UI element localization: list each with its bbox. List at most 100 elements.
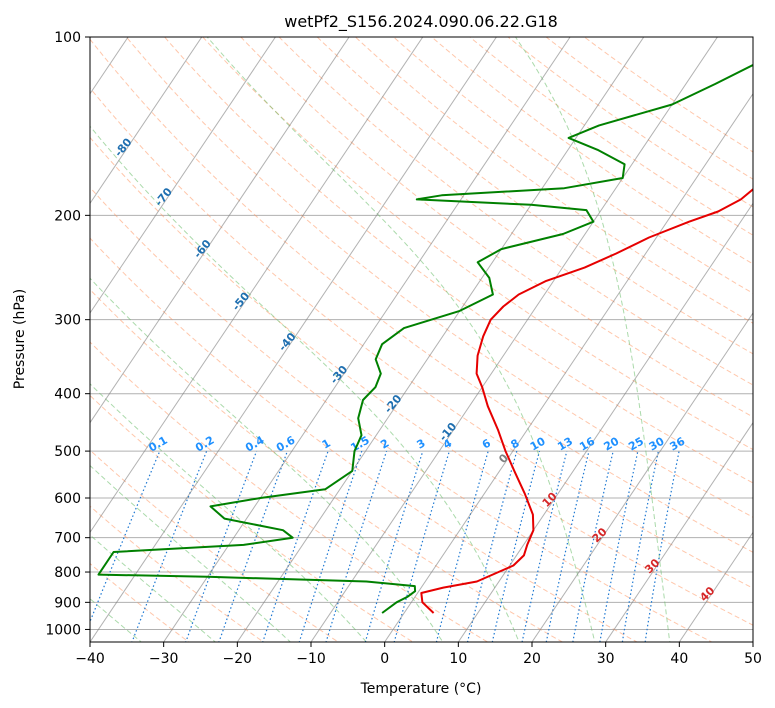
moist-adiabat [206, 37, 596, 642]
dry-adiabat-label: -100 [21, 44, 49, 74]
x-tick-label: −10 [296, 651, 326, 667]
isotherm [90, 37, 424, 534]
dry-adiabat-label: -60 [191, 237, 214, 261]
dry-adiabat [90, 87, 753, 589]
isotherm [678, 531, 753, 642]
dry-adiabat [163, 37, 753, 484]
isotherm [163, 37, 571, 642]
dry-adiabat [392, 37, 753, 294]
x-tick-label: 10 [449, 651, 467, 667]
isotherm [90, 37, 350, 424]
y-tick-label: 1000 [45, 622, 81, 638]
isotherm [384, 92, 753, 642]
mixing-ratio-line [185, 450, 258, 642]
mixing-ratio-line [521, 450, 568, 642]
moist-adiabat [90, 464, 292, 642]
x-tick-label: −30 [149, 651, 179, 667]
moist-adiabat [90, 125, 520, 642]
x-tick-label: −40 [75, 651, 105, 667]
isotherm [90, 37, 498, 642]
dry-adiabat [90, 449, 340, 642]
y-tick-label: 300 [54, 313, 81, 329]
dry-adiabat [90, 394, 414, 642]
isotherm [457, 202, 753, 642]
y-tick-label: 100 [54, 30, 81, 46]
x-tick-label: 0 [380, 651, 389, 667]
isotherm [605, 421, 753, 642]
mixing-ratio-line [262, 450, 329, 642]
mixing-ratio-line [644, 450, 680, 642]
isotherm [236, 37, 645, 642]
mixing-ratio-line [491, 450, 541, 642]
mixing-ratio-line [435, 450, 489, 642]
moist-adiabat-label: 30 [642, 556, 662, 576]
dry-adiabat-label: -90 [71, 86, 94, 110]
moist-adiabat [90, 598, 142, 642]
dry-adiabat-label: -30 [328, 363, 351, 387]
x-tick-label: 30 [597, 651, 615, 667]
dry-adiabat [507, 37, 753, 208]
dry-adiabat [316, 37, 753, 355]
y-tick-label: 800 [54, 565, 81, 581]
y-tick-label: 600 [54, 491, 81, 507]
dry-adiabat [90, 237, 639, 642]
mixing-ratio-line [218, 450, 288, 642]
y-tick-label: 700 [54, 531, 81, 547]
mixing-ratio-line [572, 450, 614, 642]
mixing-ratio-line [325, 450, 388, 642]
dry-adiabat [583, 37, 753, 153]
temperature-profile-line [420, 188, 753, 614]
dry-adiabat [90, 136, 753, 626]
y-tick-label: 900 [54, 595, 81, 611]
mixing-ratio-line [466, 450, 518, 642]
plot-area: 0.1 0.2 0.4 0.6 1 1.5 2 3 4 6 8 10 13 16 20 25 30 36-100-… [0, 10, 753, 654]
mixing-ratio-lines [90, 450, 680, 642]
moist-adiabat-label: 10 [540, 490, 560, 510]
isotherm [531, 312, 753, 642]
mixing-ratio-label: 3 [414, 437, 427, 452]
moist-adiabat [90, 534, 217, 642]
dry-adiabat [90, 186, 713, 642]
dry-adiabat [240, 37, 753, 418]
mixing-ratio-line [599, 450, 639, 642]
x-tick-label: −20 [223, 651, 253, 667]
x-tick-label: 20 [523, 651, 541, 667]
isotherm [0, 10, 73, 654]
y-tick-label: 500 [54, 444, 81, 460]
mixing-ratio-label: 8 [508, 437, 521, 452]
reference-line-labels: 0.1 0.2 0.4 0.6 1 1.5 2 3 4 6 8 10 13 16 20 25 30 36-100-… [21, 44, 718, 604]
y-tick-label: 200 [54, 208, 81, 224]
dry-adiabat-label: -70 [152, 185, 175, 209]
dewpoint-profile-line [97, 63, 753, 614]
moist-adiabat [90, 383, 367, 642]
mixing-ratio-line [545, 450, 590, 642]
dry-adiabat [90, 341, 489, 642]
isotherm [90, 37, 203, 205]
dry-adiabat [430, 37, 753, 265]
mixing-ratio-label: 2 [378, 437, 391, 452]
mixing-ratio-line [364, 450, 424, 642]
moist-adiabat [90, 277, 444, 642]
mixing-ratio-line [393, 450, 450, 642]
dry-adiabat-label: -40 [276, 330, 299, 354]
y-tick-label: 400 [54, 387, 81, 403]
chart-title: wetPf2_S156.2024.090.06.22.G18 [284, 12, 558, 32]
dry-adiabat [545, 37, 753, 180]
isotherm [90, 37, 277, 314]
dry-adiabat [469, 37, 753, 236]
pressure-gridlines [90, 37, 753, 630]
isotherm [752, 641, 753, 642]
dry-adiabat-label: -20 [382, 392, 405, 416]
dry-adiabat [90, 505, 265, 642]
profile-series [97, 63, 753, 614]
x-axis-label: Temperature (°C) [360, 681, 482, 697]
y-axis-label: Pressure (hPa) [12, 289, 28, 389]
moist-adiabat-label: 20 [590, 525, 610, 545]
moist-adiabat [515, 37, 671, 642]
isotherm [310, 37, 719, 642]
dry-adiabat [125, 37, 753, 518]
mixing-ratio-line [131, 450, 208, 642]
mixing-ratio-label: 6 [480, 436, 493, 451]
x-tick-label: 50 [744, 651, 762, 667]
